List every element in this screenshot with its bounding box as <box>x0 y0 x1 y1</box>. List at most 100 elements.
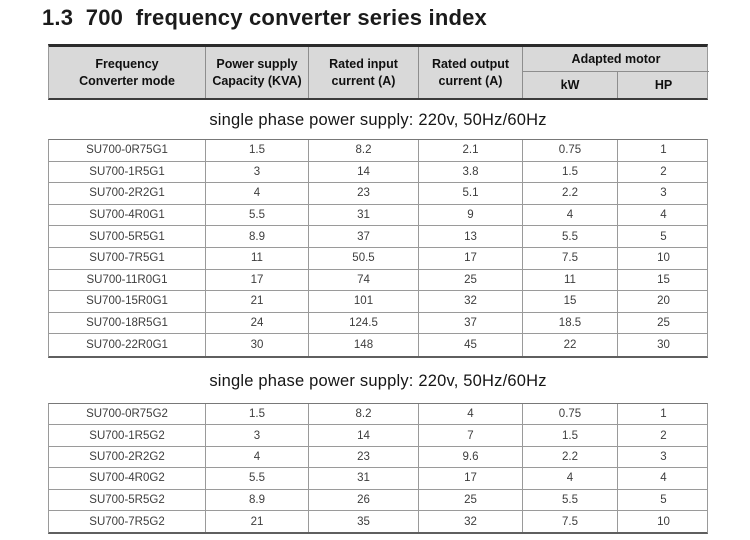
value-cell: 7 <box>419 425 523 446</box>
value-cell: 5.5 <box>523 489 618 510</box>
table-row: SU700-7R5G2 21 35 32 7.5 10 <box>49 510 707 533</box>
value-cell: 24 <box>206 312 309 334</box>
value-cell: 4 <box>419 403 523 425</box>
model-cell: SU700-18R5G1 <box>49 312 206 334</box>
table-row: SU700-7R5G1 11 50.5 17 7.5 10 <box>49 247 707 270</box>
value-cell: 23 <box>309 446 419 468</box>
table-row: SU700-2R2G1 4 23 5.1 2.2 3 <box>49 183 707 205</box>
value-cell: 0.75 <box>523 403 618 425</box>
section-title: single phase power supply: 220v, 50Hz/60… <box>209 371 547 390</box>
header-hp: HP <box>654 78 673 92</box>
value-cell: 25 <box>419 269 523 291</box>
model-cell: SU700-15R0G1 <box>49 291 206 312</box>
value-cell: 4 <box>523 204 618 226</box>
model-cell: SU700-1R5G1 <box>49 161 206 183</box>
value-cell: 8.2 <box>309 403 419 425</box>
value-cell: 35 <box>309 510 419 533</box>
value-cell: 31 <box>309 468 419 489</box>
model-cell: SU700-7R5G1 <box>49 247 206 269</box>
value-cell: 17 <box>419 468 523 489</box>
table-row: SU700-4R0G1 5.5 31 9 4 4 <box>49 204 707 227</box>
table-row: SU700-22R0G1 30 148 45 22 30 <box>49 334 707 356</box>
table-row: SU700-5R5G1 8.9 37 13 5.5 5 <box>49 226 707 248</box>
value-cell: 13 <box>419 226 523 247</box>
table-row: SU700-11R0G1 17 74 25 11 15 <box>49 269 707 292</box>
value-cell: 5.5 <box>206 204 309 226</box>
value-cell: 21 <box>206 510 309 533</box>
model-cell: SU700-2R2G2 <box>49 446 206 468</box>
table-row: SU700-1R5G1 3 14 3.8 1.5 2 <box>49 161 707 184</box>
value-cell: 50.5 <box>309 247 419 269</box>
value-cell: 9.6 <box>419 446 523 468</box>
value-cell: 11 <box>206 247 309 269</box>
value-cell: 124.5 <box>309 312 419 334</box>
table-row: SU700-0R75G2 1.5 8.2 4 0.75 1 <box>49 403 707 426</box>
value-cell: 4 <box>660 209 667 222</box>
value-cell: 1.5 <box>206 140 309 161</box>
value-cell: 2.2 <box>523 446 618 468</box>
model-cell: SU700-2R2G1 <box>49 183 206 204</box>
model-cell: SU700-0R75G1 <box>49 140 206 161</box>
table-row: SU700-15R0G1 21 101 32 15 20 <box>49 291 707 313</box>
model-cell: SU700-22R0G1 <box>49 334 206 356</box>
value-cell: 3 <box>660 450 667 463</box>
header-line: Converter mode <box>79 73 175 88</box>
value-cell: 15 <box>657 273 670 286</box>
value-cell: 8.2 <box>309 140 419 161</box>
value-cell: 14 <box>309 161 419 183</box>
value-cell: 4 <box>206 183 309 204</box>
value-cell: 3 <box>206 425 309 446</box>
header-power-supply-capacity: Power supply Capacity (KVA) <box>206 47 309 98</box>
value-cell: 3 <box>660 187 667 200</box>
value-cell: 8.9 <box>206 226 309 247</box>
value-cell: 1.5 <box>206 403 309 425</box>
value-cell: 37 <box>309 226 419 247</box>
converter-index-table: Frequency Converter mode Power supply Ca… <box>48 44 709 535</box>
table-row: SU700-2R2G2 4 23 9.6 2.2 3 <box>49 446 707 469</box>
value-cell: 1.5 <box>523 425 618 446</box>
value-cell: 10 <box>657 515 670 528</box>
value-cell: 32 <box>419 510 523 533</box>
value-cell: 18.5 <box>523 312 618 334</box>
value-cell: 148 <box>309 334 419 356</box>
value-cell: 32 <box>419 291 523 312</box>
value-cell: 25 <box>419 489 523 510</box>
header-line: current (A) <box>438 73 503 88</box>
header-line: Rated input <box>329 57 398 72</box>
value-cell: 1 <box>660 144 667 157</box>
value-cell: 4 <box>523 468 618 489</box>
table-row: SU700-0R75G1 1.5 8.2 2.1 0.75 1 <box>49 140 707 162</box>
table-row: SU700-18R5G1 24 124.5 37 18.5 25 <box>49 312 707 335</box>
model-cell: SU700-5R5G2 <box>49 489 206 510</box>
value-cell: 31 <box>309 204 419 226</box>
table-body-g1: SU700-0R75G1 1.5 8.2 2.1 0.75 1 SU700-1R5G1 3 14… <box>48 139 708 358</box>
page-title: 1.3 700 frequency converter series index <box>42 5 487 30</box>
value-cell: 17 <box>419 247 523 269</box>
value-cell: 21 <box>206 291 309 312</box>
table-row: SU700-4R0G2 5.5 31 17 4 4 <box>49 468 707 490</box>
value-cell: 11 <box>523 269 618 291</box>
header-line: Capacity (KVA) <box>212 73 302 88</box>
value-cell: 7.5 <box>523 247 618 269</box>
header-line: Frequency <box>95 57 159 72</box>
header-line: current (A) <box>331 73 396 88</box>
header-line: Rated output <box>431 57 510 72</box>
value-cell: 2.2 <box>523 183 618 204</box>
value-cell: 30 <box>657 339 670 352</box>
value-cell: 4 <box>206 446 309 468</box>
header-line: Power supply <box>216 57 298 72</box>
header-frequency-converter-mode: Frequency Converter mode <box>49 47 206 98</box>
value-cell: 2.1 <box>419 140 523 161</box>
model-cell: SU700-0R75G2 <box>49 403 206 425</box>
value-cell: 3.8 <box>419 161 523 183</box>
value-cell: 5 <box>660 493 667 506</box>
model-cell: SU700-7R5G2 <box>49 510 206 533</box>
value-cell: 23 <box>309 183 419 204</box>
header-rated-output-current: Rated output current (A) <box>419 47 523 98</box>
value-cell: 26 <box>309 489 419 510</box>
value-cell: 15 <box>523 291 618 312</box>
value-cell: 17 <box>206 269 309 291</box>
model-cell: SU700-1R5G2 <box>49 425 206 446</box>
value-cell: 1 <box>660 408 667 421</box>
